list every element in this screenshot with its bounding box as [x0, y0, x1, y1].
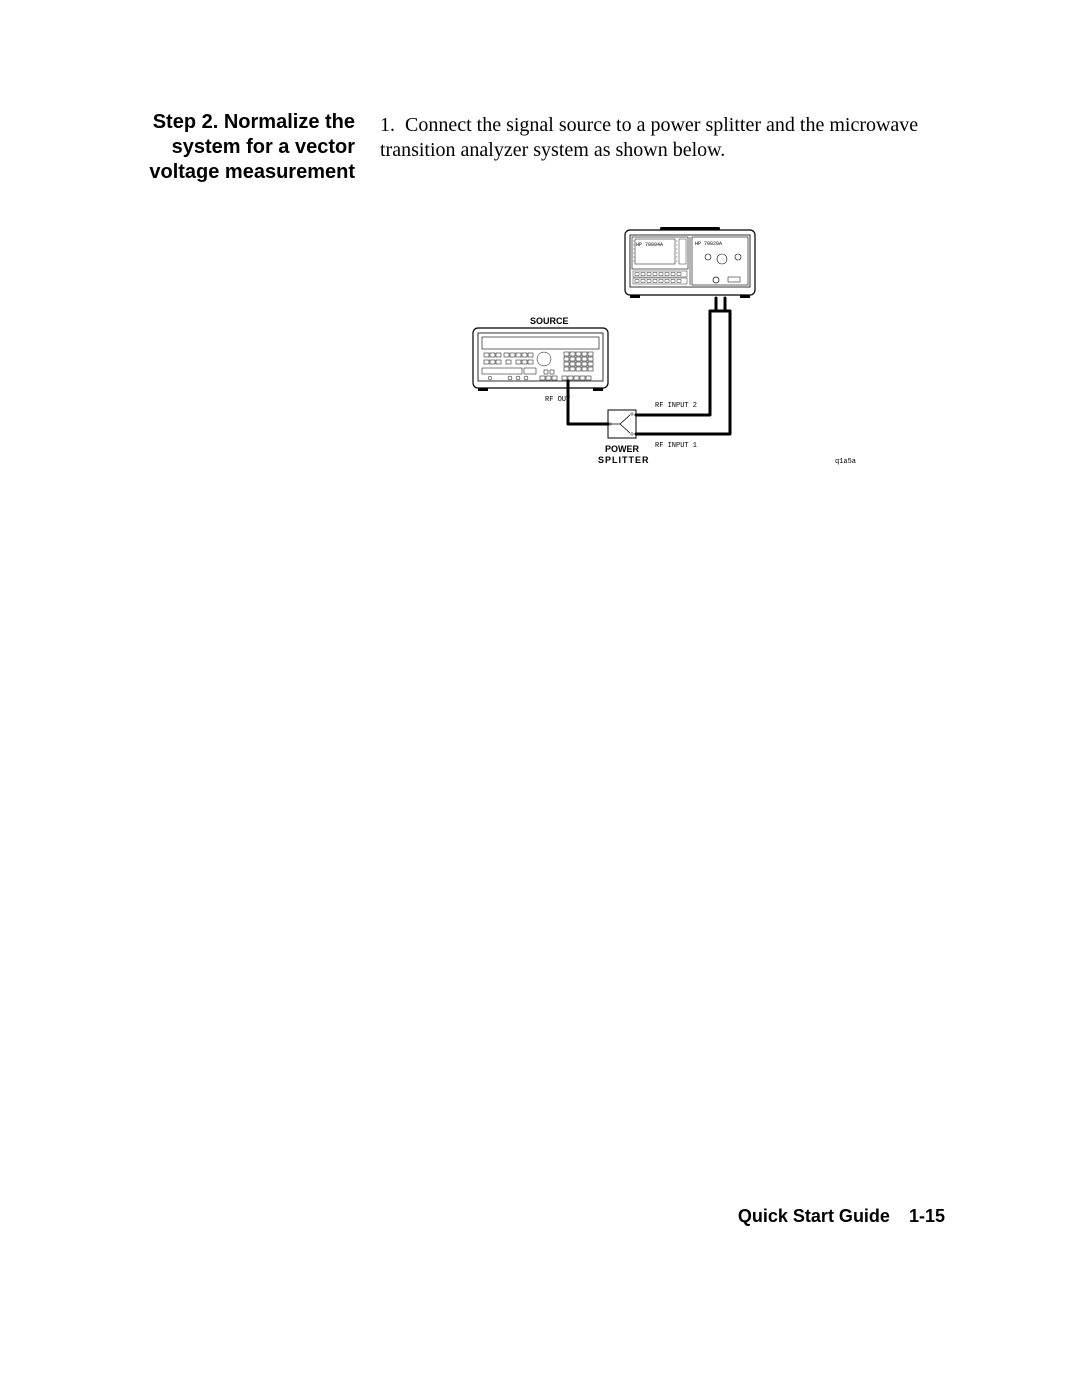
analyzer-right-label: HP 70820A: [695, 241, 722, 247]
source-icon: SOURCE: [473, 316, 608, 404]
rf-input-2-label: RF INPUT 2: [655, 402, 697, 410]
step-heading: Step 2. Normalize the system for a vecto…: [130, 110, 355, 185]
rf-input-1-label: RF INPUT 1: [655, 442, 697, 450]
power-splitter-icon: POWER SPLITTER: [598, 410, 650, 465]
instruction-text: 1. Connect the signal source to a power …: [380, 113, 945, 163]
analyzer-icon: HP 70004A: [625, 227, 755, 298]
figure-id-label: q1a5a: [835, 458, 856, 466]
footer-page-number: 1-15: [909, 1206, 945, 1226]
footer-title: Quick Start Guide: [738, 1206, 890, 1226]
power-splitter-label-1: POWER: [605, 444, 640, 454]
source-label: SOURCE: [530, 316, 569, 326]
rf-out-label: RF OUT: [545, 396, 570, 404]
instruction-body: Connect the signal source to a power spl…: [380, 114, 918, 161]
analyzer-left-label: HP 70004A: [636, 242, 663, 248]
cable-splitter-to-input2: [636, 298, 725, 415]
power-splitter-label-2: SPLITTER: [598, 455, 650, 465]
page-footer: Quick Start Guide 1-15: [738, 1206, 945, 1227]
list-number: 1.: [380, 113, 400, 138]
page: Step 2. Normalize the system for a vecto…: [0, 0, 1080, 1397]
connection-diagram: HP 70004A: [470, 225, 880, 485]
